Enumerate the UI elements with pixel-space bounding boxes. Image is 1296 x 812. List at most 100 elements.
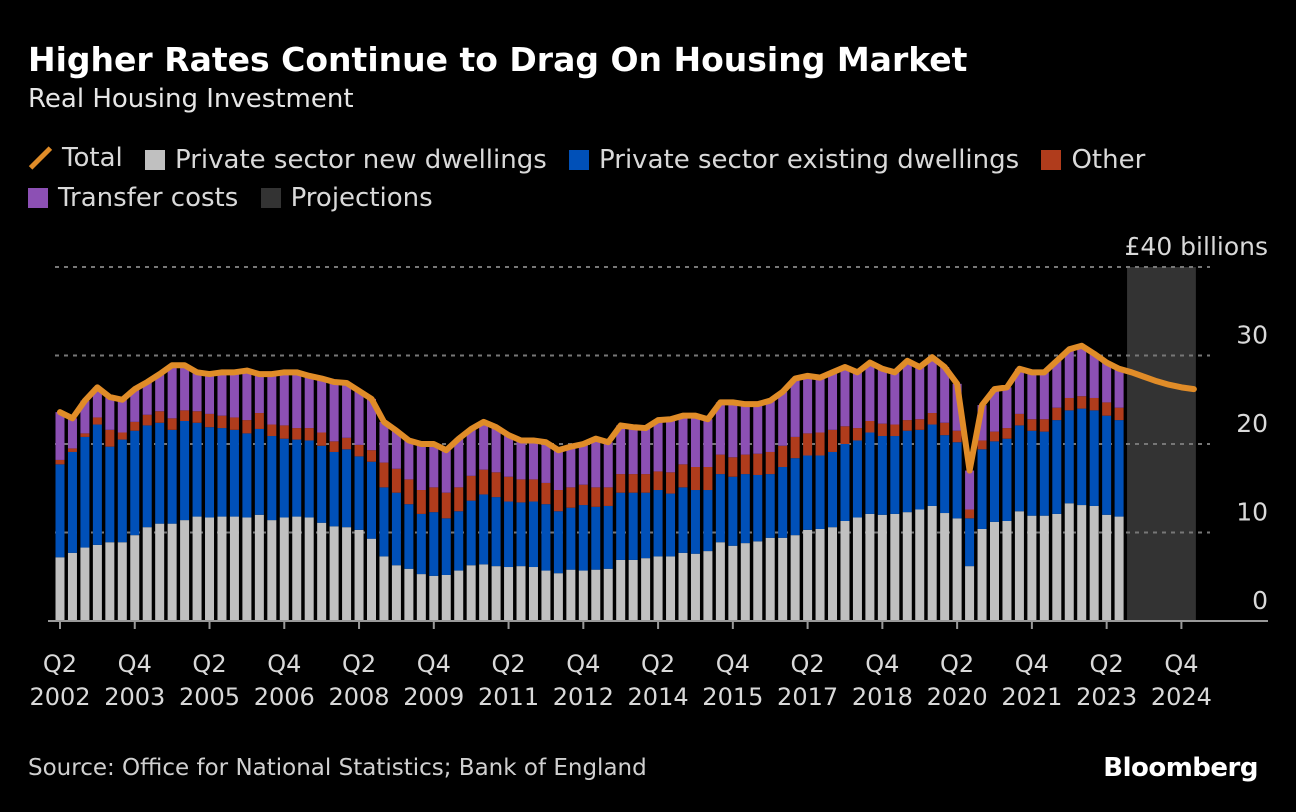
bar-new-dwellings — [391, 565, 401, 621]
bar-other — [317, 432, 327, 446]
bar-transfer-costs — [105, 397, 115, 430]
bar-existing-dwellings — [553, 511, 563, 574]
bar-existing-dwellings — [105, 446, 115, 543]
bar-transfer-costs — [516, 440, 526, 480]
bar-existing-dwellings — [778, 467, 788, 538]
bar-existing-dwellings — [616, 492, 626, 560]
bar-new-dwellings — [1089, 505, 1099, 621]
bar-existing-dwellings — [740, 474, 750, 544]
bar-new-dwellings — [367, 538, 376, 621]
bar-other — [491, 472, 501, 498]
bloomberg-logo: Bloomberg — [1103, 753, 1258, 783]
bar-transfer-costs — [155, 374, 165, 412]
bar-transfer-costs — [740, 404, 750, 455]
bar-existing-dwellings — [429, 512, 439, 576]
bar-transfer-costs — [342, 382, 352, 438]
bar-other — [292, 428, 302, 440]
bar-other — [877, 423, 887, 437]
bar-existing-dwellings — [479, 494, 489, 565]
bar-existing-dwellings — [578, 505, 588, 571]
bar-transfer-costs — [1064, 349, 1074, 398]
bar-transfer-costs — [790, 378, 800, 437]
bar-existing-dwellings — [528, 501, 538, 568]
x-tick-label-quarter: Q4 — [865, 650, 899, 678]
bar-transfer-costs — [865, 362, 875, 421]
bar-new-dwellings — [915, 509, 925, 621]
bar-existing-dwellings — [902, 430, 912, 513]
bar-existing-dwellings — [441, 518, 451, 575]
bar-transfer-costs — [292, 372, 302, 429]
bar-transfer-costs — [528, 440, 538, 480]
bar-new-dwellings — [815, 528, 825, 621]
bar-new-dwellings — [130, 535, 140, 621]
y-tick-label: 30 — [1236, 321, 1268, 350]
source-note: Source: Office for National Statistics; … — [28, 755, 647, 781]
bar-existing-dwellings — [865, 432, 875, 514]
swatch-icon — [145, 150, 165, 170]
legend-item-other: Other — [1041, 142, 1145, 178]
bar-new-dwellings — [491, 566, 501, 621]
bar-new-dwellings — [840, 520, 850, 621]
legend-label: Private sector new dwellings — [175, 145, 547, 175]
bar-transfer-costs — [1014, 368, 1024, 414]
bar-new-dwellings — [1014, 511, 1024, 621]
bar-transfer-costs — [67, 418, 77, 449]
bar-transfer-costs — [167, 365, 177, 419]
bar-other — [479, 469, 489, 495]
bar-existing-dwellings — [890, 436, 900, 514]
bar-transfer-costs — [304, 375, 314, 429]
bar-transfer-costs — [504, 435, 514, 477]
bar-new-dwellings — [292, 516, 302, 621]
legend-label: Projections — [290, 183, 433, 213]
bar-other — [803, 433, 813, 456]
y-tick-label: £40 billions — [1125, 232, 1268, 261]
bar-existing-dwellings — [354, 456, 364, 530]
bar-existing-dwellings — [1077, 408, 1087, 506]
bar-new-dwellings — [105, 542, 115, 621]
bar-new-dwellings — [865, 513, 875, 621]
x-tick-label-quarter: Q2 — [641, 650, 675, 678]
bar-new-dwellings — [1039, 515, 1049, 621]
bar-new-dwellings — [690, 553, 700, 621]
bar-transfer-costs — [666, 419, 676, 473]
bar-other — [117, 432, 127, 440]
bar-existing-dwellings — [342, 449, 352, 528]
bar-new-dwellings — [279, 517, 289, 621]
bar-transfer-costs — [828, 372, 838, 430]
bar-other — [391, 468, 401, 493]
bar-existing-dwellings — [229, 429, 239, 517]
bar-existing-dwellings — [205, 427, 215, 518]
bar-existing-dwellings — [728, 476, 738, 546]
bar-existing-dwellings — [192, 422, 202, 517]
bar-other — [703, 467, 713, 491]
swatch-icon — [569, 150, 590, 170]
bar-existing-dwellings — [852, 440, 862, 518]
bar-other — [429, 487, 439, 513]
bar-existing-dwellings — [180, 420, 190, 521]
bar-new-dwellings — [55, 557, 65, 621]
bar-transfer-costs — [690, 415, 700, 468]
bar-transfer-costs — [92, 387, 102, 418]
bar-existing-dwellings — [678, 487, 688, 553]
bar-other — [441, 492, 451, 519]
bar-existing-dwellings — [877, 436, 887, 515]
bar-new-dwellings — [67, 552, 77, 621]
bar-new-dwellings — [379, 556, 389, 621]
swatch-icon — [260, 188, 281, 208]
bar-existing-dwellings — [1114, 420, 1124, 517]
bar-transfer-costs — [429, 444, 439, 488]
chart-subtitle: Real Housing Investment — [28, 84, 354, 114]
bar-existing-dwellings — [715, 474, 725, 543]
bar-other — [628, 474, 638, 493]
bar-other — [1102, 402, 1112, 416]
bar-existing-dwellings — [304, 440, 314, 518]
bar-transfer-costs — [242, 370, 252, 421]
bar-existing-dwellings — [1052, 420, 1062, 514]
x-tick-label-year: 2017 — [777, 683, 838, 711]
bar-existing-dwellings — [267, 436, 277, 521]
bar-new-dwellings — [778, 537, 788, 621]
bar-new-dwellings — [254, 514, 264, 621]
bar-transfer-costs — [927, 357, 937, 414]
bar-other — [790, 436, 800, 459]
x-tick-label-year: 2005 — [179, 683, 240, 711]
